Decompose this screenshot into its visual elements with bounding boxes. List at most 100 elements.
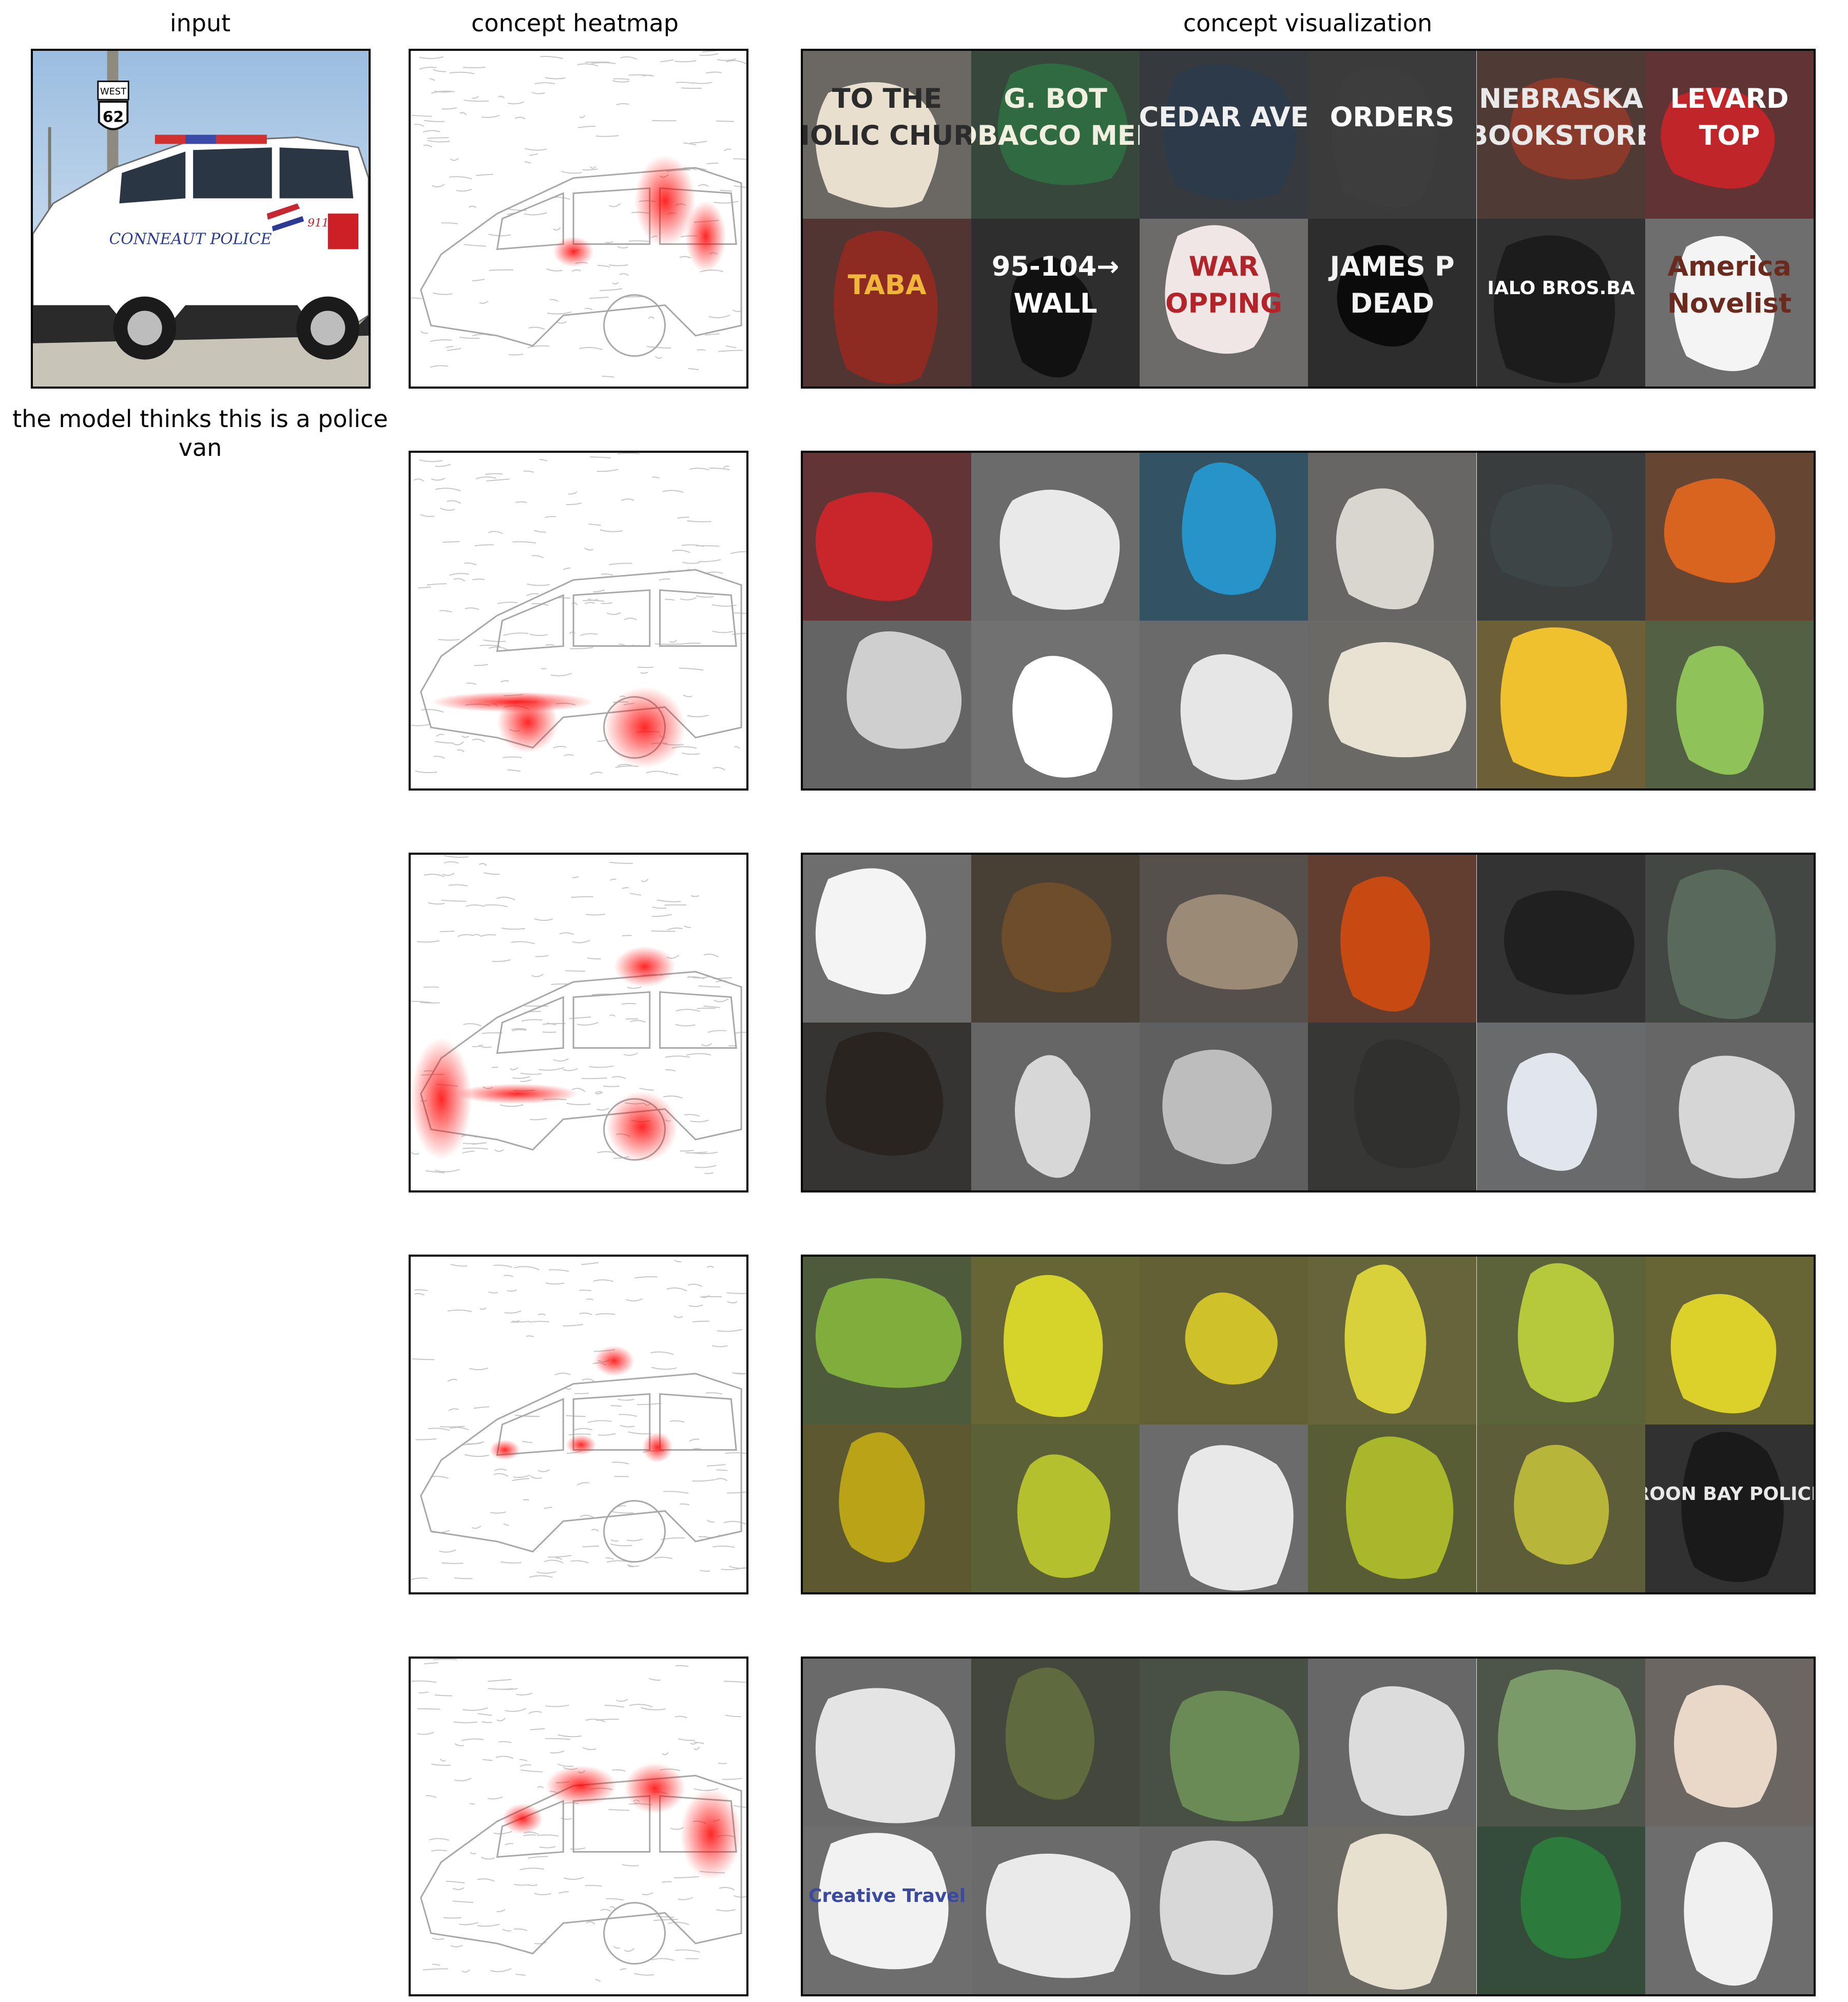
- edge-stroke: [683, 142, 697, 146]
- edge-stroke: [439, 1549, 456, 1553]
- edge-stroke: [688, 1304, 703, 1307]
- edge-stroke: [579, 1312, 592, 1316]
- edge-stroke: [475, 174, 493, 177]
- concept-mask: [1308, 1424, 1477, 1592]
- edge-stroke: [515, 1973, 526, 1976]
- concept-mask: [803, 1023, 972, 1190]
- edge-stroke: [435, 464, 451, 467]
- edge-stroke: [487, 1796, 503, 1800]
- edge-stroke: [528, 326, 545, 330]
- concept-example-tile: [1308, 621, 1477, 788]
- edge-stroke: [419, 56, 444, 59]
- edge-stroke: [520, 1072, 542, 1075]
- concept-example-tile: [1308, 1424, 1477, 1592]
- edge-stroke: [429, 1838, 450, 1841]
- edge-stroke: [690, 141, 707, 144]
- edge-stroke: [500, 680, 510, 683]
- edge-stroke: [704, 1172, 714, 1175]
- edge-stroke: [464, 562, 477, 566]
- edge-stroke: [507, 101, 524, 105]
- edge-stroke: [639, 1088, 654, 1091]
- edge-stroke: [622, 935, 632, 937]
- edge-stroke: [507, 1289, 517, 1292]
- edge-stroke: [702, 51, 721, 52]
- svg-text:62: 62: [103, 108, 124, 126]
- edge-stroke: [464, 1454, 489, 1457]
- edge-stroke: [535, 955, 549, 957]
- concept-example-tile: [1476, 1659, 1645, 1826]
- edge-stroke: [533, 530, 547, 533]
- edge-stroke: [621, 498, 634, 502]
- edge-stroke: [628, 74, 654, 76]
- edge-stroke: [690, 1120, 709, 1123]
- edge-stroke: [612, 1461, 629, 1465]
- edge-stroke: [444, 855, 469, 858]
- edge-stroke: [425, 1795, 437, 1798]
- edge-stroke: [651, 930, 676, 932]
- edge-stroke: [436, 734, 445, 737]
- edge-stroke: [610, 1543, 632, 1547]
- edge-stroke: [537, 1834, 559, 1837]
- edge-stroke: [669, 640, 677, 643]
- edge-stroke: [434, 90, 452, 93]
- edge-stroke: [467, 1441, 485, 1445]
- edge-stroke: [513, 1928, 528, 1931]
- edge-stroke: [515, 501, 527, 504]
- edge-stroke: [576, 1022, 599, 1026]
- edge-stroke: [676, 1009, 701, 1012]
- edge-stroke: [688, 976, 710, 979]
- wheel-sketch: [603, 1902, 666, 1965]
- edge-stroke: [419, 459, 443, 463]
- edge-stroke: [441, 899, 467, 902]
- edge-stroke: [680, 1149, 694, 1152]
- edge-stroke: [612, 1769, 626, 1772]
- svg-text:CONNEAUT POLICE: CONNEAUT POLICE: [109, 230, 272, 248]
- edge-stroke: [514, 1266, 540, 1270]
- edge-stroke: [586, 1921, 595, 1925]
- edge-stroke: [640, 671, 648, 674]
- edge-stroke: [610, 1539, 619, 1542]
- heat-region: [431, 691, 594, 713]
- edge-stroke: [545, 1704, 569, 1707]
- edge-stroke: [726, 1491, 746, 1494]
- tile-sign-text: ROON BAY POLICE: [1645, 1484, 1814, 1505]
- edge-stroke: [677, 516, 689, 519]
- edge-stroke: [503, 1523, 509, 1526]
- edge-stroke: [419, 66, 437, 70]
- edge-stroke: [439, 930, 455, 932]
- edge-stroke: [683, 694, 692, 698]
- edge-stroke: [687, 976, 705, 979]
- edge-stroke: [447, 1379, 457, 1382]
- concept-example-tile: America Novelist: [1645, 219, 1814, 387]
- edge-stroke: [568, 491, 578, 495]
- heat-region: [606, 1091, 678, 1163]
- edge-stroke: [477, 1713, 492, 1716]
- concept-mask: [1308, 219, 1477, 387]
- edge-stroke: [545, 644, 555, 646]
- edge-stroke: [459, 1922, 478, 1926]
- edge-stroke: [552, 197, 570, 200]
- edge-stroke: [679, 256, 691, 259]
- edge-stroke: [478, 1045, 492, 1048]
- edge-stroke: [512, 1076, 530, 1079]
- edge-stroke: [453, 741, 464, 745]
- edge-stroke: [514, 1884, 529, 1886]
- edge-stroke: [716, 1478, 728, 1481]
- edge-stroke: [561, 1817, 572, 1820]
- edge-stroke: [418, 1691, 429, 1693]
- concept-visualization-3: [801, 853, 1816, 1192]
- concept-example-tile: [803, 855, 972, 1023]
- edge-stroke: [582, 1545, 600, 1548]
- concept-mask: [1308, 1659, 1477, 1826]
- edge-stroke: [654, 356, 663, 359]
- input-column-title: input: [169, 9, 231, 37]
- edge-stroke: [453, 578, 466, 582]
- edge-stroke: [490, 1968, 512, 1972]
- concept-example-tile: [1308, 1659, 1477, 1826]
- concept-example-tile: [971, 1424, 1140, 1592]
- edge-stroke: [520, 1079, 532, 1082]
- tile-sign-text: OBACCO MER: [971, 120, 1140, 151]
- edge-stroke: [659, 578, 670, 581]
- edge-stroke: [456, 188, 472, 192]
- edge-stroke: [545, 516, 556, 518]
